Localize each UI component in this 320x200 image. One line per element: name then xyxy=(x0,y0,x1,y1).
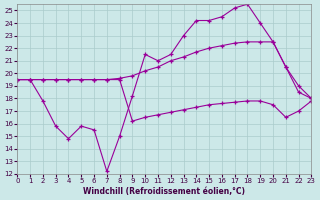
X-axis label: Windchill (Refroidissement éolien,°C): Windchill (Refroidissement éolien,°C) xyxy=(84,187,245,196)
